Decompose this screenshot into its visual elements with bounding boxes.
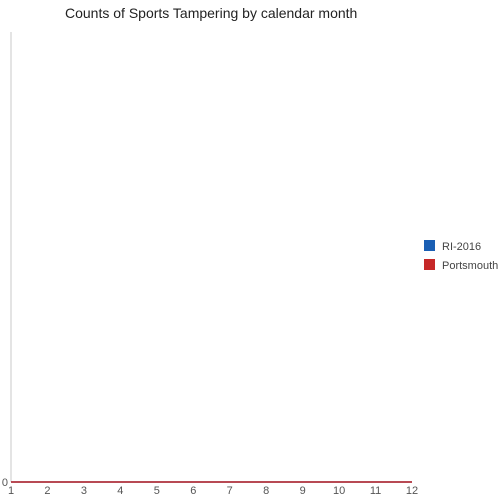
x-tick-label: 8	[263, 485, 269, 497]
x-tick-label: 2	[44, 485, 50, 497]
x-tick-label: 4	[117, 485, 123, 497]
x-tick-label: 11	[370, 485, 381, 497]
legend-label-ri-2016: RI-2016	[442, 241, 481, 253]
legend-label-portsmouth: Portsmouth	[442, 260, 498, 272]
x-tick-label: 5	[154, 485, 160, 497]
x-tick-labels: 1 2 3 4 5 6 7 8 9 10 11 12	[8, 485, 418, 497]
x-tick-label: 6	[190, 485, 196, 497]
legend-swatch-portsmouth	[424, 259, 435, 270]
x-tick-label: 9	[300, 485, 306, 497]
legend: RI-2016 Portsmouth	[424, 240, 498, 272]
x-tick-label: 7	[227, 485, 233, 497]
legend-item: RI-2016	[424, 240, 481, 253]
legend-item: Portsmouth	[424, 259, 498, 272]
x-tick-label: 3	[81, 485, 87, 497]
x-tick-label: 12	[406, 485, 418, 497]
x-tick-label: 1	[8, 485, 14, 497]
chart-title: Counts of Sports Tampering by calendar m…	[65, 5, 357, 21]
legend-swatch-ri-2016	[424, 240, 435, 251]
x-tick-label: 10	[333, 485, 345, 497]
y-tick-label: 0	[2, 477, 8, 489]
y-tick-labels: 0	[2, 477, 8, 489]
